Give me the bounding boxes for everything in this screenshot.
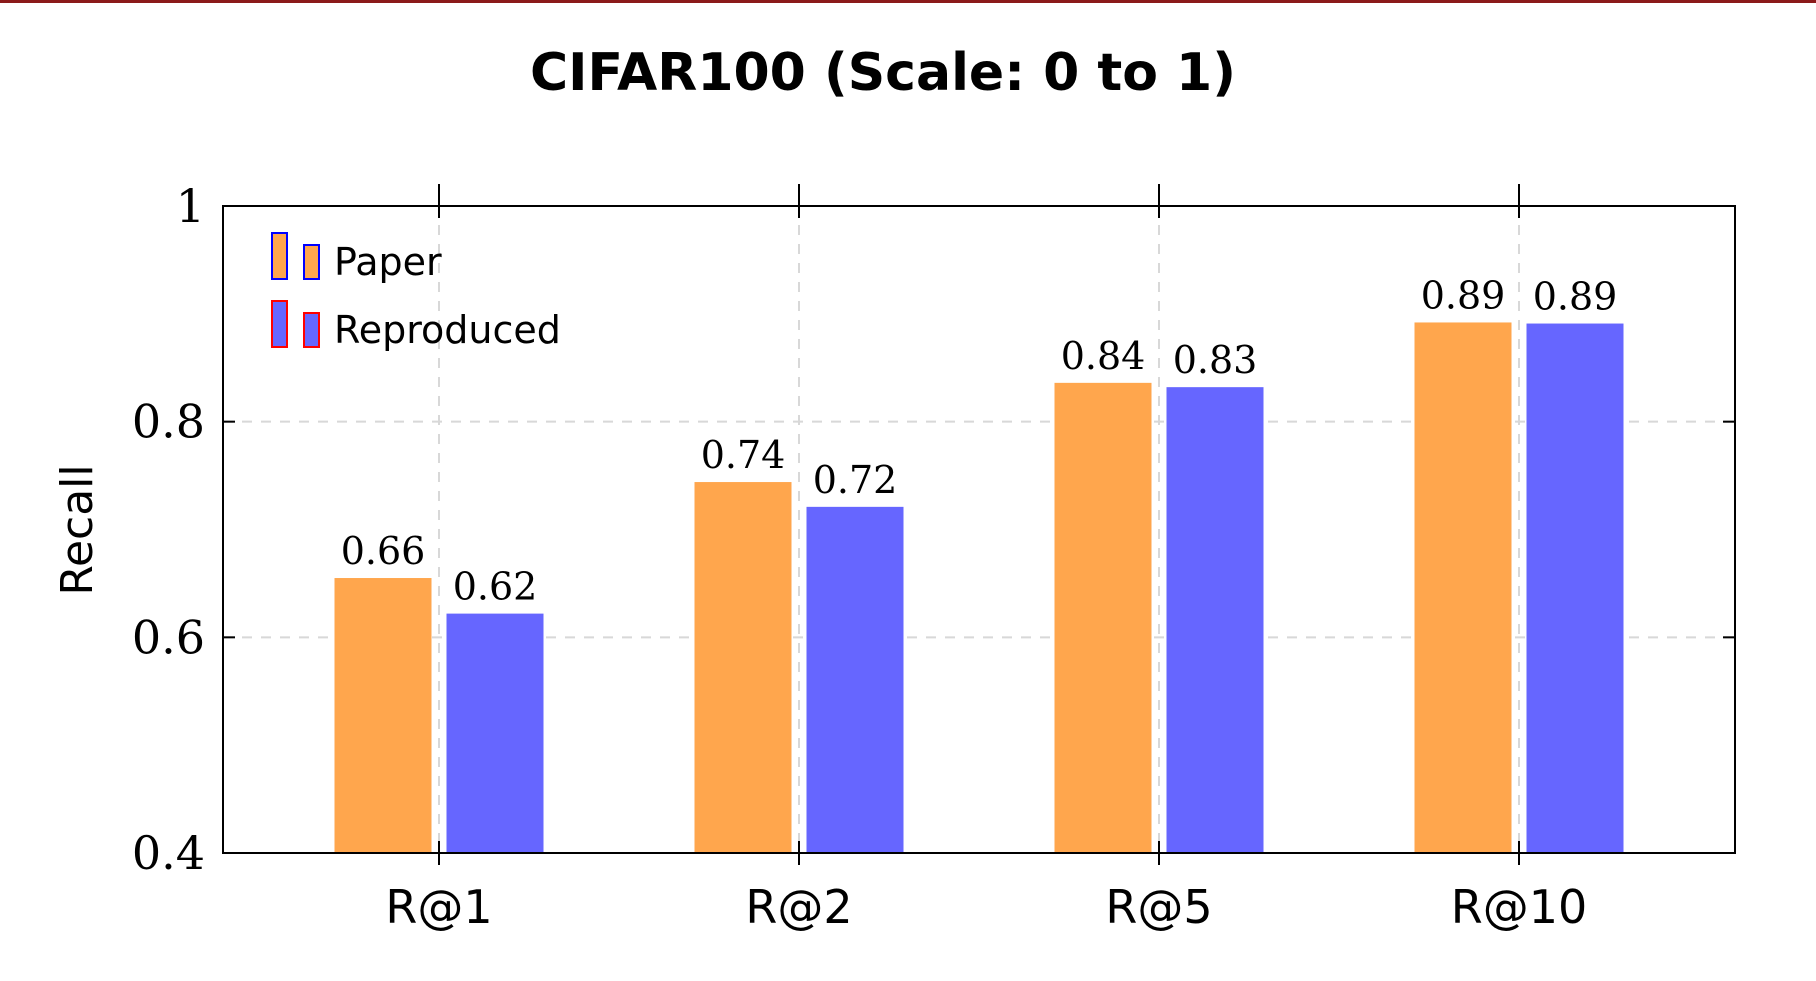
y-tick-label: 0.6 — [132, 610, 205, 664]
legend-swatch — [303, 312, 320, 348]
bar-paper-r1 — [334, 578, 432, 853]
y-axis-label: Recall — [52, 464, 103, 595]
data-label: 0.83 — [1173, 338, 1258, 382]
bars: 0.66 0.74 0.84 0.89 0.62 0.72 0.83 0.89 — [334, 273, 1624, 854]
data-label: 0.89 — [1421, 273, 1506, 317]
legend-swatch — [303, 244, 320, 280]
top-rule — [0, 0, 1816, 3]
y-tick-label: 0.4 — [132, 826, 205, 880]
data-label: 0.62 — [453, 565, 538, 609]
legend-swatch — [271, 232, 288, 280]
bar-reproduced-r5 — [1166, 387, 1264, 853]
x-tick-label: R@10 — [1451, 880, 1588, 934]
plot-frame — [222, 205, 1736, 854]
chart-title: CIFAR100 (Scale: 0 to 1) — [530, 43, 1236, 103]
bar-reproduced-r10 — [1526, 323, 1624, 853]
legend-label: Paper — [334, 240, 442, 284]
legend-swatch — [271, 300, 288, 348]
data-label: 0.84 — [1061, 334, 1146, 378]
x-tick-label: R@2 — [745, 880, 852, 934]
y-tick-label: 1 — [176, 179, 205, 233]
bar-paper-r10 — [1414, 322, 1512, 854]
x-tick-label: R@5 — [1105, 880, 1212, 934]
bar-paper-r2 — [694, 482, 792, 853]
data-label: 0.72 — [813, 458, 898, 502]
legend-label: Reproduced — [334, 308, 561, 352]
legend: Paper Reproduced — [271, 232, 561, 352]
bar-reproduced-r1 — [446, 613, 544, 853]
bar-paper-r5 — [1054, 382, 1152, 853]
x-tick-label: R@1 — [385, 880, 492, 934]
data-label: 0.74 — [701, 433, 786, 477]
data-label: 0.66 — [341, 529, 426, 573]
data-label: 0.89 — [1533, 275, 1618, 319]
bar-reproduced-r2 — [806, 506, 904, 853]
y-tick-label: 0.8 — [132, 395, 205, 449]
ticks: 0.4 0.6 0.8 1 R@1 R@2 R@5 R@10 — [132, 179, 1735, 934]
